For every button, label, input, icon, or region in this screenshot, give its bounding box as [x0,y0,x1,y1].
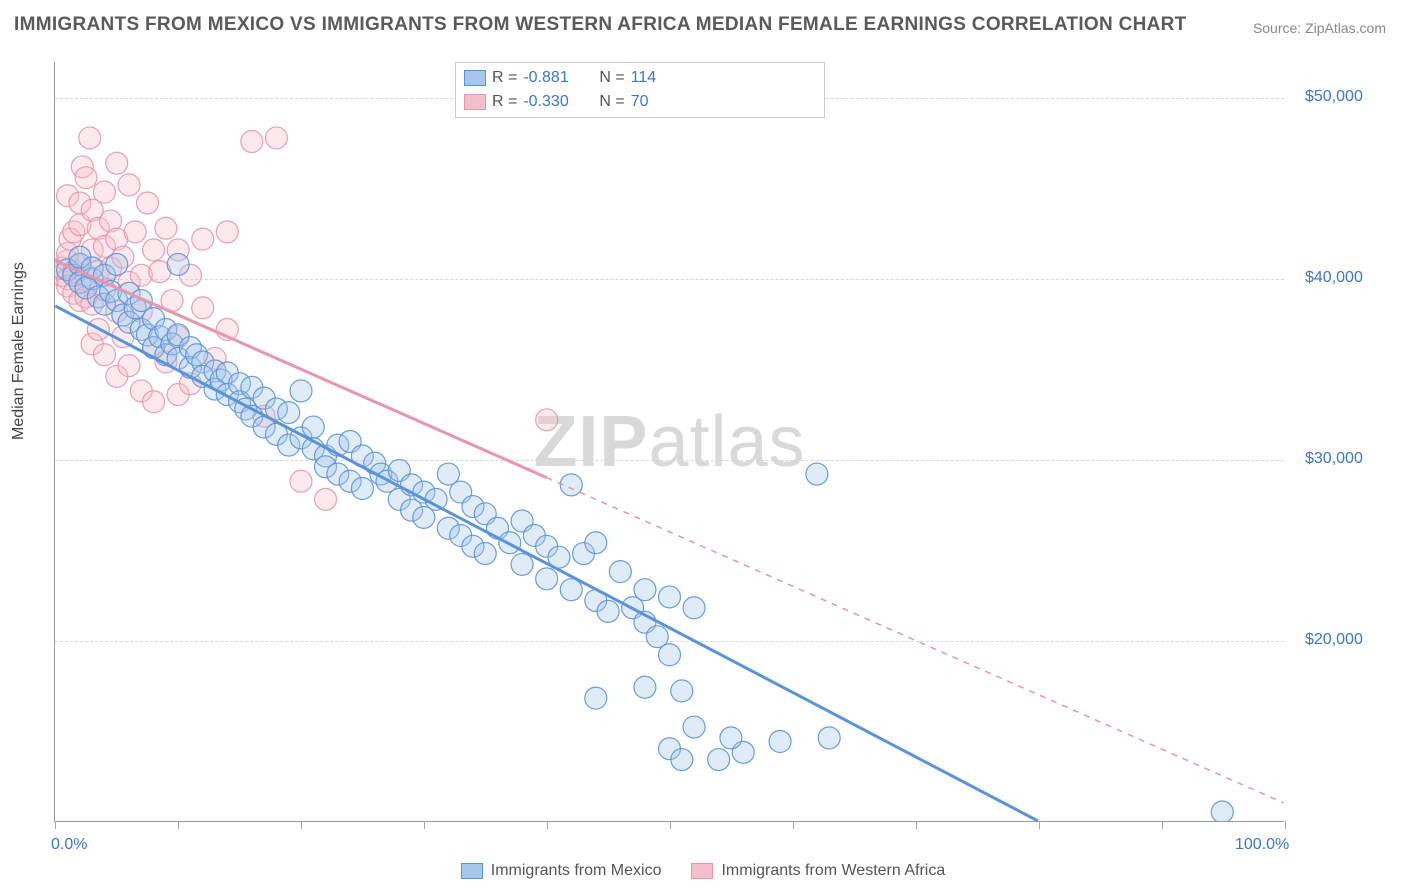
legend-row-wafrica: R = -0.330 N = 70 [464,90,816,114]
r-value-mexico: -0.881 [523,69,593,87]
data-point [93,181,115,203]
data-point [118,174,140,196]
data-point [241,131,263,153]
trend-line [55,306,1038,821]
data-point [659,644,681,666]
n-label: N = [599,93,624,111]
y-tick-label: $50,000 [1305,88,1363,106]
x-tick [1039,821,1040,829]
chart-svg [55,62,1284,821]
y-tick-label: $40,000 [1305,269,1363,287]
data-point [585,532,607,554]
bottom-label-mexico: Immigrants from Mexico [491,862,662,880]
n-label: N = [599,69,624,87]
data-point [93,344,115,366]
r-value-wafrica: -0.330 [523,93,593,111]
data-point [192,228,214,250]
bottom-swatch-mexico [461,863,483,879]
bottom-swatch-wafrica [691,863,713,879]
data-point [106,253,128,275]
source-link[interactable]: ZipAtlas.com [1305,20,1386,36]
data-point [290,470,312,492]
data-point [585,687,607,709]
data-point [720,727,742,749]
data-point [769,731,791,753]
x-tick [1162,821,1163,829]
data-point [671,749,693,771]
data-point [302,416,324,438]
y-axis-label: Median Female Earnings [10,262,28,440]
x-tick [916,821,917,829]
data-point [265,127,287,149]
data-point [315,488,337,510]
bottom-label-wafrica: Immigrants from Western Africa [721,862,945,880]
source-attribution: Source: ZipAtlas.com [1253,20,1386,36]
data-point [351,478,373,500]
data-point [118,355,140,377]
x-tick [1285,821,1286,829]
data-point [155,217,177,239]
y-tick-label: $30,000 [1305,450,1363,468]
data-point [708,749,730,771]
data-point [136,192,158,214]
bottom-legend-item-wafrica: Immigrants from Western Africa [691,862,945,880]
data-point [683,597,705,619]
bottom-legend-item-mexico: Immigrants from Mexico [461,862,662,880]
data-point [671,680,693,702]
data-point [683,716,705,738]
data-point [75,167,97,189]
n-value-wafrica: 70 [631,93,649,111]
chart-title: IMMIGRANTS FROM MEXICO VS IMMIGRANTS FRO… [14,14,1187,36]
data-point [143,239,165,261]
x-tick [424,821,425,829]
data-point [143,391,165,413]
data-point [290,380,312,402]
data-point [511,553,533,575]
r-label: R = [492,69,517,87]
x-tick [301,821,302,829]
data-point [79,127,101,149]
x-tick [670,821,671,829]
data-point [634,579,656,601]
n-value-mexico: 114 [631,69,657,87]
data-point [560,474,582,496]
data-point [1211,801,1233,821]
legend-swatch-wafrica [464,94,486,110]
data-point [536,409,558,431]
data-point [634,676,656,698]
source-label: Source: [1253,20,1301,36]
x-tick [55,821,56,829]
data-point [474,543,496,565]
legend-row-mexico: R = -0.881 N = 114 [464,66,816,90]
data-point [216,221,238,243]
data-point [818,727,840,749]
x-tick-label: 0.0% [51,836,87,854]
data-point [167,253,189,275]
data-point [597,600,619,622]
data-point [659,586,681,608]
x-tick [178,821,179,829]
x-tick-label: 100.0% [1235,836,1289,854]
data-point [536,568,558,590]
y-tick-label: $20,000 [1305,631,1363,649]
bottom-legend: Immigrants from Mexico Immigrants from W… [0,862,1406,880]
data-point [278,402,300,424]
plot-area: ZIPatlas R = -0.881 N = 114 R = -0.330 N… [54,62,1284,822]
data-point [609,561,631,583]
x-tick [547,821,548,829]
r-label: R = [492,93,517,111]
data-point [106,152,128,174]
legend-swatch-mexico [464,70,486,86]
x-tick [793,821,794,829]
data-point [192,297,214,319]
correlation-legend: R = -0.881 N = 114 R = -0.330 N = 70 [455,62,825,118]
data-point [806,463,828,485]
data-point [124,221,146,243]
